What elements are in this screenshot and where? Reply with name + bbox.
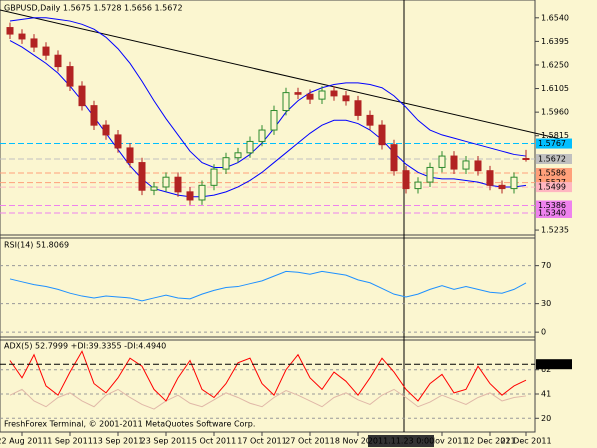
level-box (536, 182, 572, 193)
candle-body (414, 181, 422, 190)
level-label: 1.5340 (538, 208, 566, 217)
footer: FreshForex Terminal, © 2001-2011 MetaQuo… (4, 420, 255, 429)
x-tick-label: 22 Aug 2011 (0, 437, 48, 446)
candle-body (438, 155, 446, 168)
candle-body (138, 162, 146, 191)
candle-body (366, 114, 374, 126)
candle-body (162, 176, 170, 188)
level-box (536, 138, 572, 149)
x-tick-label: 27 Oct 2011 (285, 437, 334, 446)
y-tick-label: 20 (541, 414, 551, 423)
plot-frame (0, 0, 536, 433)
candle-body (114, 134, 122, 149)
y-tick-label: 30 (541, 299, 551, 308)
candle-body (426, 166, 434, 183)
candle-body (354, 100, 362, 116)
y-tick-label: 1.5235 (541, 226, 569, 235)
level-box (536, 359, 572, 370)
candle-body (462, 160, 470, 170)
candle-body (342, 95, 350, 102)
candle-body (6, 27, 14, 35)
y-tick-label: 1.6395 (541, 37, 569, 46)
candle-body (450, 155, 458, 170)
crosshair-box (368, 435, 434, 447)
candle-body (294, 92, 302, 95)
candle-body (150, 186, 158, 191)
x-tick-label: 17 Oct 2011 (237, 437, 286, 446)
y-tick-label: 62 (541, 365, 551, 374)
y-tick-label: 1.6250 (541, 60, 569, 69)
candle-body (510, 176, 518, 190)
y-tick-label: 1.5960 (541, 108, 569, 117)
level-label: 1.5586 (538, 168, 566, 177)
candle-body (30, 38, 38, 48)
candle-body (390, 144, 398, 172)
candle-body (198, 184, 206, 201)
candle-body (402, 170, 410, 190)
candle-body (210, 168, 218, 186)
level-label: 1.5767 (538, 139, 566, 148)
candle-body (126, 147, 134, 164)
candle-body (246, 140, 254, 154)
crosshair-label: 2011.11.23 0:00 (368, 437, 434, 446)
x-tick-label: 12 Dec 2011 (464, 437, 515, 446)
y-tick-label: 0 (541, 328, 546, 337)
candle-body (54, 54, 62, 68)
candle-body (174, 176, 182, 193)
candle-body (78, 85, 86, 107)
candle-body (522, 158, 530, 161)
candle-body (306, 93, 314, 100)
candle-body (258, 129, 266, 142)
indicator-line (9, 270, 527, 302)
level-box (536, 153, 572, 164)
trend-line (0, 9, 566, 141)
y-tick-label: 1.5815 (541, 131, 569, 140)
adx-title: ADX(5) 52.7999 +DI:39.3355 -DI:4.4940 (4, 342, 166, 351)
y-tick-label: 70 (541, 261, 551, 270)
x-tick-label: 22 Dec 2011 (500, 437, 551, 446)
rsi-title: RSI(14) 51.8069 (4, 241, 69, 250)
level-label: 1.5672 (538, 154, 566, 163)
x-tick-label: 1 Sep 2011 (47, 437, 93, 446)
y-tick-label: 1.6540 (541, 13, 569, 22)
candle-body (270, 110, 278, 131)
x-tick-label: 5 Oct 2011 (192, 437, 236, 446)
level-label: 66.7891 (538, 360, 571, 369)
level-box (536, 207, 572, 218)
level-label: 1.5386 (538, 201, 566, 210)
x-tick-label: 30 Nov 2011 (416, 437, 467, 446)
candle-body (234, 152, 242, 159)
indicator-line (9, 17, 527, 168)
candle-body (66, 66, 74, 87)
candle-body (18, 33, 26, 40)
indicator-line (9, 388, 527, 410)
y-tick-label: 1.6105 (541, 84, 569, 93)
x-tick-label: 8 Nov 2011 (335, 437, 381, 446)
indicator-line (9, 350, 527, 402)
x-tick-label: 23 Sep 2011 (141, 437, 192, 446)
candle-body (378, 124, 386, 146)
y-tick-label: 41 (541, 390, 551, 399)
level-box (536, 167, 572, 178)
candle-body (186, 191, 194, 201)
candle-body (42, 46, 50, 56)
level-label: 1.5499 (538, 183, 566, 192)
candle-body (474, 160, 482, 172)
candle-body (102, 124, 110, 136)
x-tick-label: 13 Sep 2011 (93, 437, 144, 446)
candle-body (330, 90, 338, 97)
candle-body (282, 92, 290, 112)
candle-body (222, 157, 230, 170)
candle-body (498, 184, 506, 190)
level-box (536, 200, 572, 211)
candle-body (318, 90, 326, 100)
candle-body (486, 170, 494, 186)
candle-body (90, 105, 98, 126)
chart-title: GBPUSD,Daily 1.5675 1.5728 1.5656 1.5672 (4, 4, 183, 13)
